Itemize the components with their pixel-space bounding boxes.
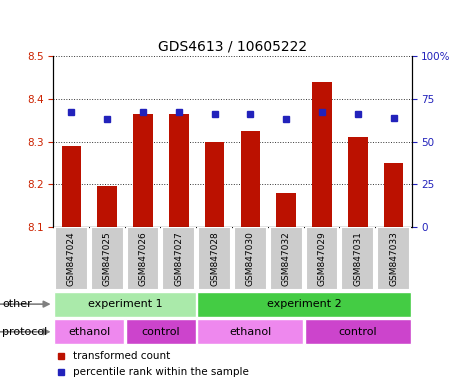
Text: GSM847026: GSM847026 bbox=[139, 231, 147, 286]
Bar bbox=[240, 131, 260, 227]
Title: GDS4613 / 10605222: GDS4613 / 10605222 bbox=[158, 40, 307, 53]
Text: GSM847033: GSM847033 bbox=[389, 231, 398, 286]
Text: GSM847030: GSM847030 bbox=[246, 231, 255, 286]
Bar bbox=[54, 319, 124, 344]
Bar bbox=[198, 292, 411, 316]
Text: GSM847028: GSM847028 bbox=[210, 231, 219, 286]
Text: GSM847027: GSM847027 bbox=[174, 231, 183, 286]
Bar bbox=[270, 227, 303, 290]
Bar bbox=[205, 141, 225, 227]
Bar bbox=[348, 137, 368, 227]
Bar bbox=[276, 193, 296, 227]
Bar bbox=[198, 227, 231, 290]
Text: transformed count: transformed count bbox=[73, 351, 170, 361]
Bar bbox=[97, 186, 117, 227]
Bar bbox=[91, 227, 124, 290]
Text: ethanol: ethanol bbox=[68, 327, 110, 337]
Text: percentile rank within the sample: percentile rank within the sample bbox=[73, 367, 249, 377]
Bar bbox=[312, 82, 332, 227]
Bar bbox=[126, 227, 159, 290]
Text: GSM847031: GSM847031 bbox=[353, 231, 362, 286]
Text: GSM847024: GSM847024 bbox=[67, 231, 76, 286]
Bar bbox=[384, 163, 404, 227]
Text: experiment 1: experiment 1 bbox=[88, 299, 162, 309]
Text: other: other bbox=[2, 299, 32, 309]
Bar bbox=[341, 227, 374, 290]
Bar bbox=[198, 319, 303, 344]
Text: experiment 2: experiment 2 bbox=[267, 299, 341, 309]
Bar bbox=[306, 227, 339, 290]
Bar bbox=[55, 227, 88, 290]
Bar bbox=[162, 227, 195, 290]
Bar bbox=[305, 319, 411, 344]
Text: GSM847025: GSM847025 bbox=[103, 231, 112, 286]
Text: GSM847029: GSM847029 bbox=[318, 231, 326, 286]
Text: control: control bbox=[141, 327, 180, 337]
Bar bbox=[133, 114, 153, 227]
Bar bbox=[54, 292, 196, 316]
Bar bbox=[377, 227, 410, 290]
Text: control: control bbox=[339, 327, 377, 337]
Bar bbox=[61, 146, 81, 227]
Bar bbox=[234, 227, 267, 290]
Text: protocol: protocol bbox=[2, 327, 47, 337]
Text: GSM847032: GSM847032 bbox=[282, 231, 291, 286]
Text: ethanol: ethanol bbox=[229, 327, 272, 337]
Bar bbox=[126, 319, 196, 344]
Bar bbox=[169, 114, 189, 227]
